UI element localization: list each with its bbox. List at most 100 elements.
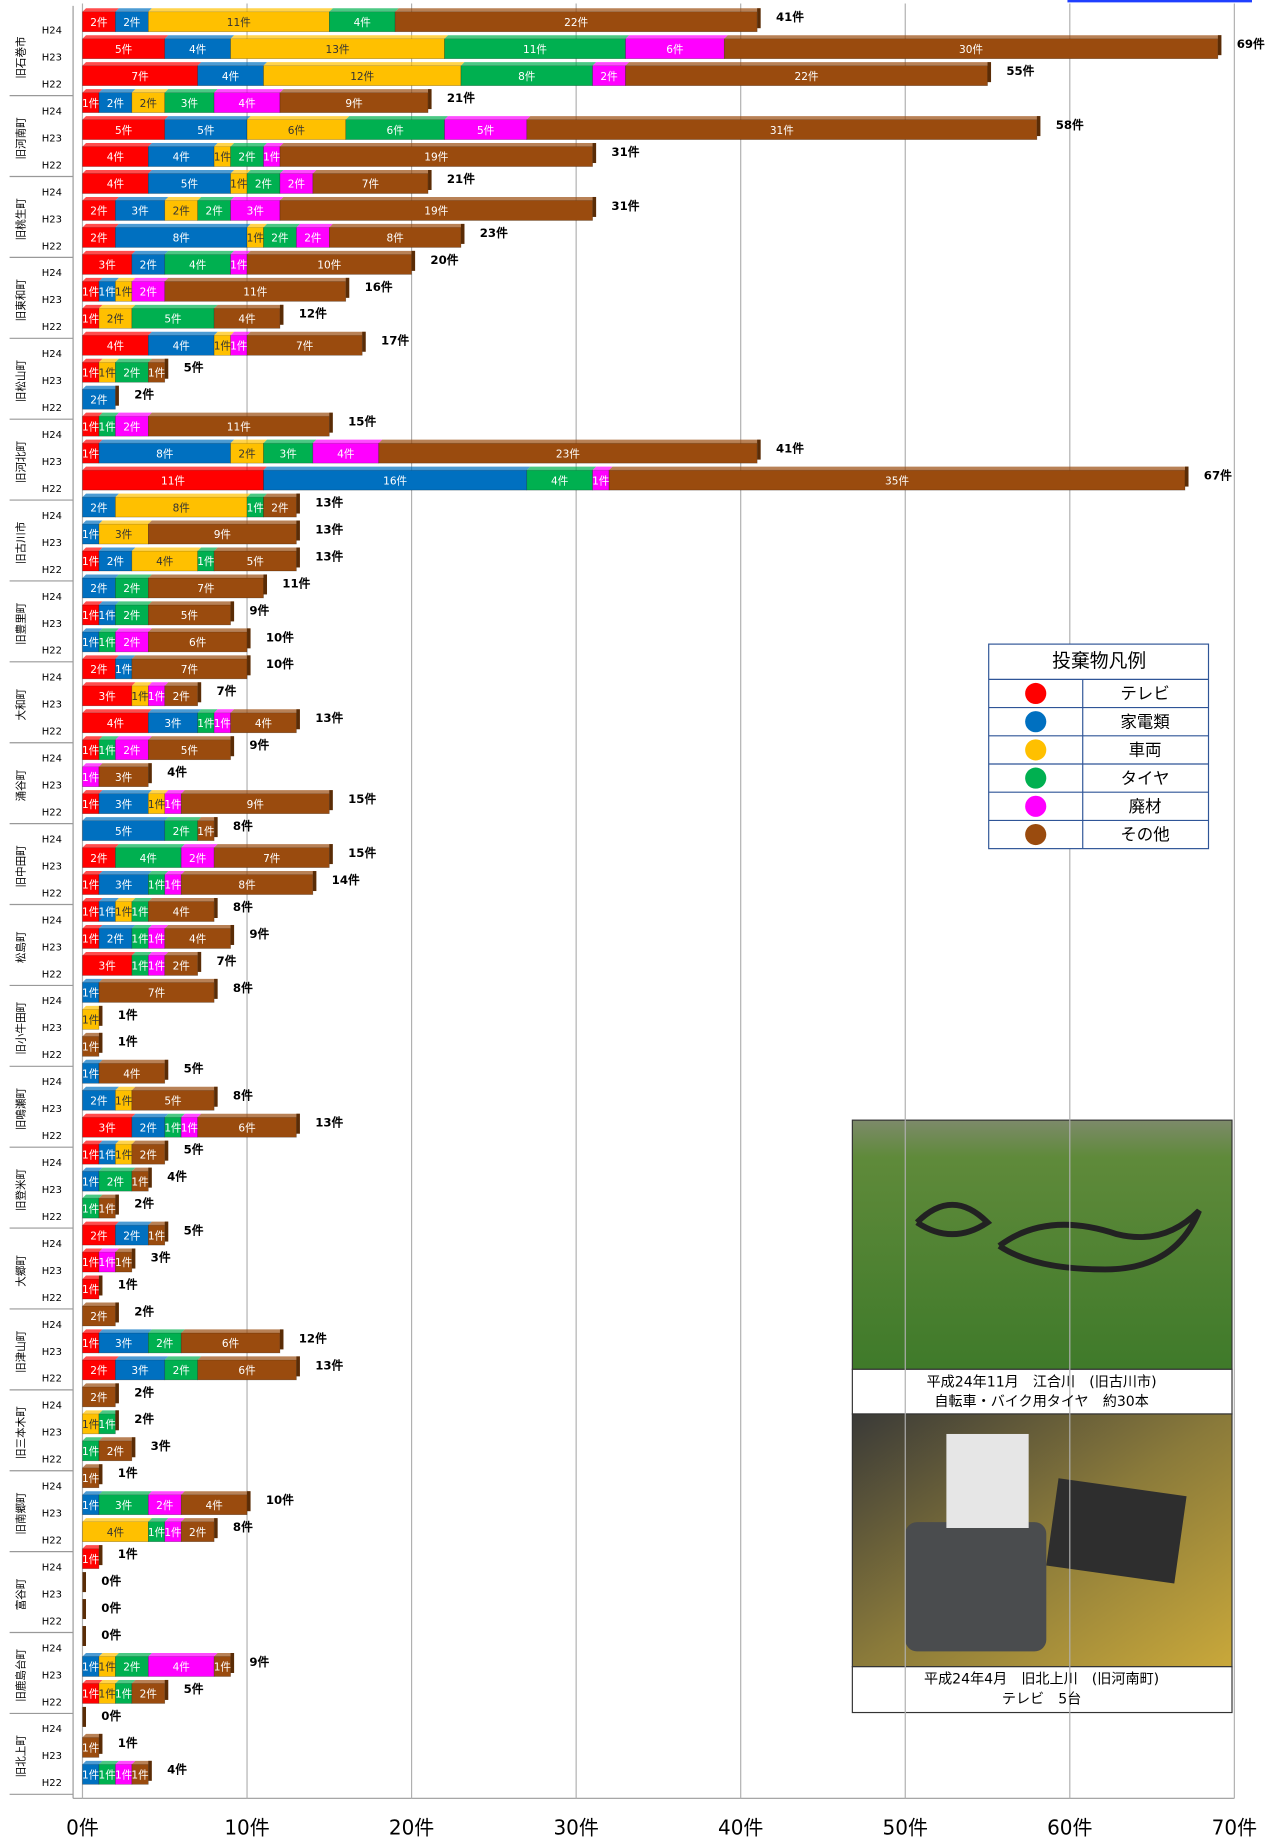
value-label: 1件 <box>82 1446 100 1458</box>
value-label: 9件 <box>345 98 363 110</box>
bar-top <box>99 898 119 902</box>
value-label: 1件 <box>230 260 248 272</box>
bar-top <box>115 1653 151 1657</box>
bar-top <box>165 251 234 255</box>
value-label: 4件 <box>205 1500 223 1512</box>
value-label: 2件 <box>90 233 108 245</box>
bar-top <box>313 440 382 444</box>
bar-top <box>148 1491 184 1495</box>
bar-top <box>280 170 316 174</box>
row-label: H23 <box>42 1023 62 1034</box>
group-label: 旧河北町 <box>15 440 27 483</box>
bar-top <box>82 1302 118 1306</box>
bar-top <box>82 655 118 659</box>
bar-depth <box>82 1572 86 1592</box>
bar-top <box>148 898 217 902</box>
total-label: 8件 <box>233 1520 253 1534</box>
bar-top <box>132 682 152 686</box>
row-label: H22 <box>42 1778 62 1789</box>
bar-top <box>82 251 135 255</box>
total-label: 10件 <box>266 630 294 644</box>
total-label: 12件 <box>299 307 327 321</box>
bar-top <box>313 170 432 174</box>
bar-top <box>99 1491 152 1495</box>
total-label: 13件 <box>315 1116 343 1130</box>
value-label: 1件 <box>197 718 215 730</box>
bar-top <box>82 574 118 578</box>
bar-top <box>329 8 398 12</box>
group-label: 涌谷町 <box>15 769 27 801</box>
bar-depth <box>313 871 317 891</box>
photo-caption: テレビ 5台 <box>1002 1692 1081 1708</box>
bar-depth <box>428 170 432 190</box>
value-label: 23件 <box>556 448 580 460</box>
bar-depth <box>593 197 597 217</box>
x-tick-label: 10件 <box>224 1815 269 1839</box>
value-label: 2件 <box>107 1176 125 1188</box>
value-label: 1件 <box>82 1176 100 1188</box>
total-label: 69件 <box>1237 37 1265 51</box>
value-label: 2件 <box>173 1365 191 1377</box>
bar-depth <box>247 1491 251 1511</box>
bar-top <box>82 413 102 417</box>
bar-top <box>165 925 234 929</box>
bar-top <box>115 898 135 902</box>
bar-top <box>165 89 218 93</box>
value-label: 2件 <box>107 1446 125 1458</box>
value-label: 4件 <box>189 44 207 56</box>
group-label: 旧中田町 <box>14 845 27 888</box>
bar-top <box>82 143 151 147</box>
total-label: 23件 <box>480 226 508 240</box>
value-label: 4件 <box>173 152 191 164</box>
value-label: 5件 <box>164 1095 182 1107</box>
bar-depth <box>412 251 416 271</box>
value-label: 3件 <box>99 691 117 703</box>
legend-swatch <box>1025 768 1046 789</box>
value-label: 2件 <box>107 314 125 326</box>
bar-top <box>82 1249 102 1253</box>
bar-top <box>99 871 152 875</box>
bar-top <box>99 521 152 525</box>
bar-top <box>165 278 350 282</box>
bar-depth <box>82 1626 86 1646</box>
legend-swatch <box>1025 796 1046 817</box>
bar-top <box>82 1761 102 1765</box>
row-label: H22 <box>42 888 62 899</box>
bar-top <box>263 467 530 471</box>
value-label: 1件 <box>214 1662 232 1674</box>
value-label: 2件 <box>205 206 223 218</box>
value-label: 1件 <box>82 1203 100 1215</box>
value-label: 1件 <box>82 610 100 622</box>
bar-depth <box>165 1141 169 1161</box>
row-label: H23 <box>42 1104 62 1115</box>
row-label: H22 <box>42 1050 62 1061</box>
bar-top <box>82 359 102 363</box>
value-label: 1件 <box>99 745 117 757</box>
bar-depth <box>148 763 152 783</box>
value-label: 4件 <box>551 475 569 487</box>
bar-top <box>280 197 596 201</box>
bar-depth <box>115 1195 119 1215</box>
row-label: H24 <box>42 430 62 441</box>
bar-top <box>231 440 267 444</box>
value-label: 1件 <box>148 691 166 703</box>
group-label: 旧小牛田町 <box>14 1001 27 1054</box>
bar-top <box>82 494 118 498</box>
bar-depth <box>99 1276 103 1296</box>
row-label: H24 <box>42 511 62 522</box>
value-label: 2件 <box>90 1095 108 1107</box>
bar-top <box>214 305 283 309</box>
value-label: 11件 <box>161 475 185 487</box>
photo-detail <box>1046 1478 1186 1583</box>
value-label: 1件 <box>82 907 100 919</box>
value-label: 1件 <box>99 1419 117 1431</box>
bar-top <box>461 62 596 66</box>
value-label: 1件 <box>115 1095 133 1107</box>
row-label: H23 <box>42 1428 62 1439</box>
total-label: 15件 <box>348 415 376 429</box>
value-label: 5件 <box>164 314 182 326</box>
bar-top <box>82 8 118 12</box>
row-label: H24 <box>42 1239 62 1250</box>
value-label: 1件 <box>197 826 215 838</box>
bar-top <box>181 1114 201 1118</box>
